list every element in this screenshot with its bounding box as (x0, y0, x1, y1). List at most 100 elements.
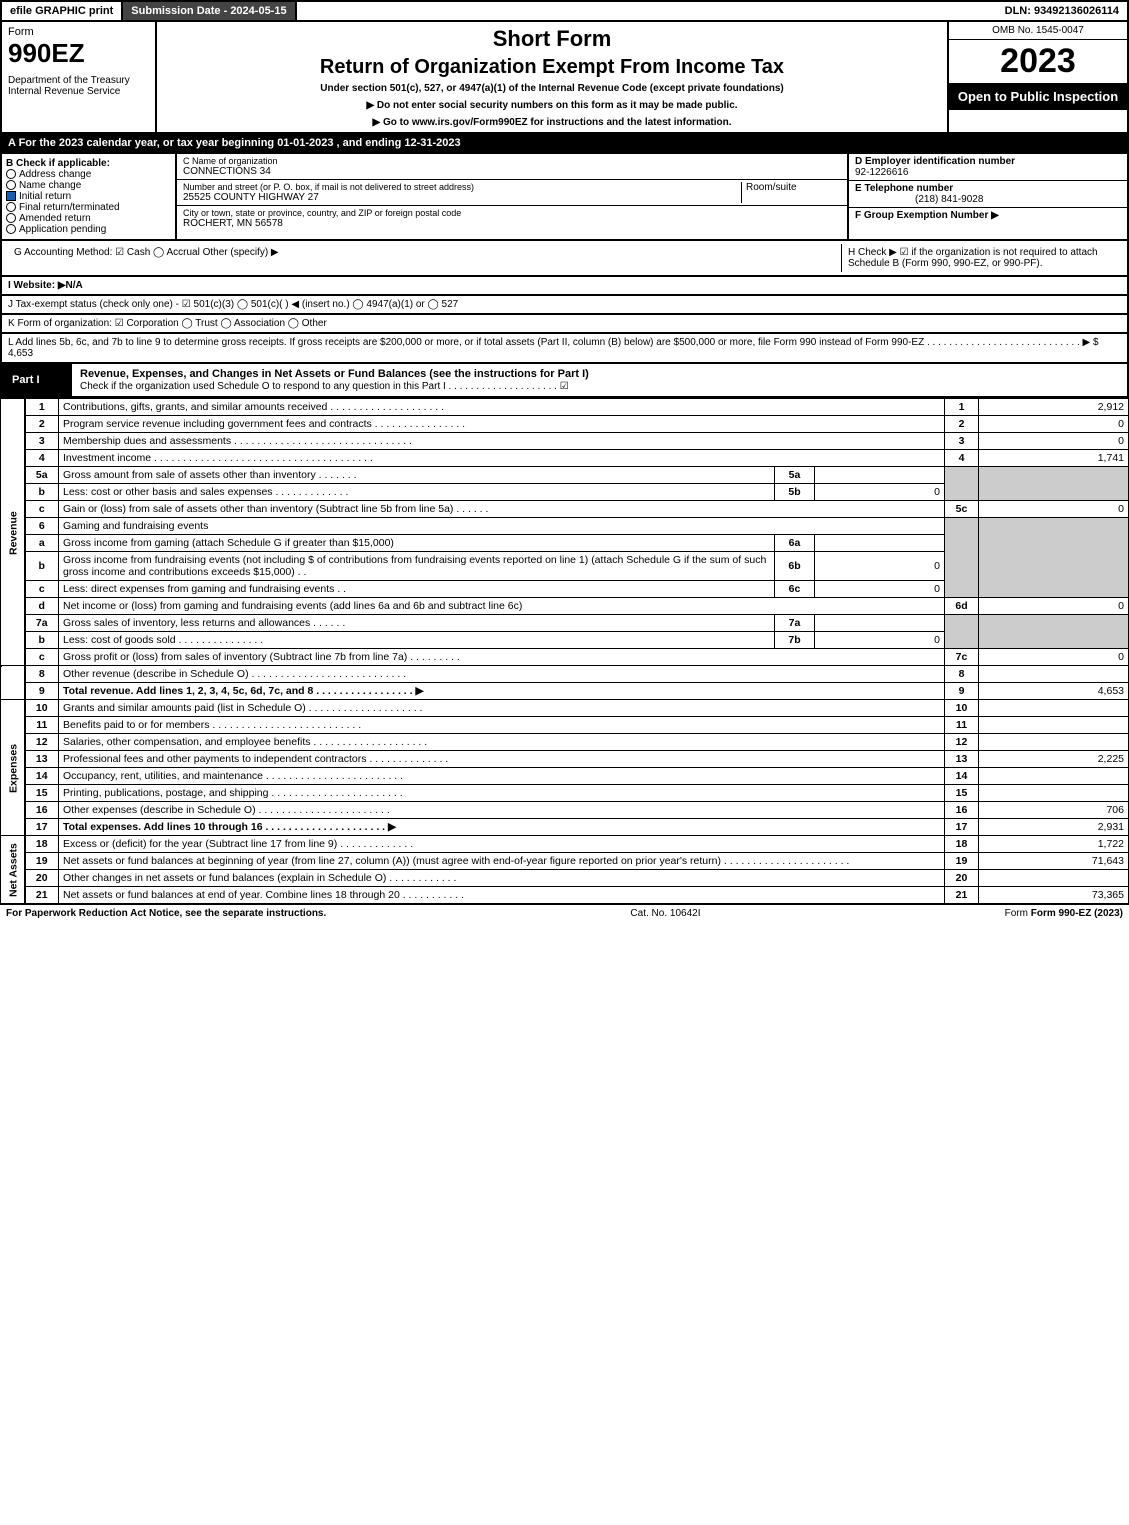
city-value: ROCHERT, MN 56578 (183, 218, 841, 229)
line-20-desc: Other changes in net assets or fund bala… (59, 870, 945, 887)
line-9-val: 4,653 (979, 683, 1129, 700)
dln-label: DLN: 93492136026114 (997, 2, 1127, 20)
line-7b-sub: 7b (775, 632, 815, 649)
section-c: C Name of organization CONNECTIONS 34 Nu… (177, 154, 847, 239)
efile-label[interactable]: efile GRAPHIC print (2, 2, 123, 20)
line-19-val: 71,643 (979, 853, 1129, 870)
line-16-val: 706 (979, 802, 1129, 819)
top-bar: efile GRAPHIC print Submission Date - 20… (0, 0, 1129, 22)
app-pending-checkbox[interactable] (6, 224, 16, 234)
line-14-desc: Occupancy, rent, utilities, and maintena… (59, 768, 945, 785)
omb-number: OMB No. 1545-0047 (949, 22, 1127, 40)
line-5b-desc: Less: cost or other basis and sales expe… (59, 484, 775, 501)
room-suite-label: Room/suite (741, 182, 841, 203)
netassets-side-label: Net Assets (1, 836, 25, 904)
street-label: Number and street (or P. O. box, if mail… (183, 182, 741, 192)
line-7c-desc: Gross profit or (loss) from sales of inv… (59, 649, 945, 666)
line-1-val: 2,912 (979, 399, 1129, 416)
line-19-desc: Net assets or fund balances at beginning… (59, 853, 945, 870)
line-2-val: 0 (979, 416, 1129, 433)
section-l: L Add lines 5b, 6c, and 7b to line 9 to … (0, 334, 1129, 364)
line-17-val: 2,931 (979, 819, 1129, 836)
line-5b-subval: 0 (815, 484, 945, 501)
line-7a-sub: 7a (775, 615, 815, 632)
line-6d-desc: Net income or (loss) from gaming and fun… (59, 598, 945, 615)
part-1-label: Part I (2, 364, 72, 396)
line-6-desc: Gaming and fundraising events (59, 518, 945, 535)
line-6c-desc: Less: direct expenses from gaming and fu… (59, 581, 775, 598)
header-center: Short Form Return of Organization Exempt… (157, 22, 947, 132)
footer-left: For Paperwork Reduction Act Notice, see … (6, 908, 326, 919)
line-9-desc: Total revenue. Add lines 1, 2, 3, 4, 5c,… (59, 683, 945, 700)
line-10-desc: Grants and similar amounts paid (list in… (59, 700, 945, 717)
open-public-label: Open to Public Inspection (949, 83, 1127, 110)
revenue-expense-table: Revenue 1 Contributions, gifts, grants, … (0, 398, 1129, 904)
line-1-num: 1 (25, 399, 59, 416)
line-6a-sub: 6a (775, 535, 815, 552)
name-change-checkbox[interactable] (6, 180, 16, 190)
line-20-val (979, 870, 1129, 887)
ein-label: D Employer identification number (855, 156, 1015, 167)
line-11-desc: Benefits paid to or for members . . . . … (59, 717, 945, 734)
line-6d-val: 0 (979, 598, 1129, 615)
section-gh: G Accounting Method: ☑ Cash ◯ Accrual Ot… (0, 241, 1129, 277)
street-value: 25525 COUNTY HIGHWAY 27 (183, 192, 741, 203)
line-13-desc: Professional fees and other payments to … (59, 751, 945, 768)
part-1-title: Revenue, Expenses, and Changes in Net As… (80, 368, 589, 380)
line-5a-sub: 5a (775, 467, 815, 484)
initial-return-checkbox[interactable] (6, 191, 16, 201)
line-11-val (979, 717, 1129, 734)
line-14-val (979, 768, 1129, 785)
line-18-desc: Excess or (deficit) for the year (Subtra… (59, 836, 945, 853)
city-label: City or town, state or province, country… (183, 208, 841, 218)
org-name-label: C Name of organization (183, 156, 841, 166)
part-1-desc: Revenue, Expenses, and Changes in Net As… (72, 364, 1127, 396)
line-7b-desc: Less: cost of goods sold . . . . . . . .… (59, 632, 775, 649)
line-1-rnum: 1 (945, 399, 979, 416)
line-10-val (979, 700, 1129, 717)
line-15-desc: Printing, publications, postage, and shi… (59, 785, 945, 802)
return-title: Return of Organization Exempt From Incom… (167, 56, 937, 79)
header-left: Form 990EZ Department of the Treasury In… (2, 22, 157, 132)
submission-date: Submission Date - 2024-05-15 (123, 2, 296, 20)
department-label: Department of the Treasury Internal Reve… (8, 75, 149, 97)
line-7a-desc: Gross sales of inventory, less returns a… (59, 615, 775, 632)
line-8-val (979, 666, 1129, 683)
line-12-val (979, 734, 1129, 751)
final-return-checkbox[interactable] (6, 202, 16, 212)
section-i: I Website: ▶N/A (0, 277, 1129, 296)
amended-return-label: Amended return (19, 213, 91, 224)
line-16-desc: Other expenses (describe in Schedule O) … (59, 802, 945, 819)
app-pending-label: Application pending (19, 224, 106, 235)
instruction-2[interactable]: ▶ Go to www.irs.gov/Form990EZ for instru… (167, 117, 937, 128)
section-b: B Check if applicable: Address change Na… (2, 154, 177, 239)
form-label: Form (8, 26, 149, 38)
group-exemption-label: F Group Exemption Number ▶ (855, 210, 999, 221)
line-21-val: 73,365 (979, 887, 1129, 904)
line-12-desc: Salaries, other compensation, and employ… (59, 734, 945, 751)
revenue-side-label: Revenue (1, 399, 25, 666)
line-7a-subval (815, 615, 945, 632)
under-section: Under section 501(c), 527, or 4947(a)(1)… (167, 83, 937, 94)
short-form-title: Short Form (167, 26, 937, 52)
section-a-tax-year: A For the 2023 calendar year, or tax yea… (0, 134, 1129, 154)
line-3-desc: Membership dues and assessments . . . . … (59, 433, 945, 450)
tax-year: 2023 (949, 40, 1127, 83)
line-8-desc: Other revenue (describe in Schedule O) .… (59, 666, 945, 683)
section-g: G Accounting Method: ☑ Cash ◯ Accrual Ot… (8, 244, 841, 272)
footer-right: Form Form 990-EZ (2023) (1005, 908, 1123, 919)
section-k: K Form of organization: ☑ Corporation ◯ … (0, 315, 1129, 334)
section-def: D Employer identification number 92-1226… (847, 154, 1127, 239)
line-5c-desc: Gain or (loss) from sale of assets other… (59, 501, 945, 518)
org-name: CONNECTIONS 34 (183, 166, 841, 177)
amended-return-checkbox[interactable] (6, 213, 16, 223)
section-h: H Check ▶ ☑ if the organization is not r… (841, 244, 1121, 272)
line-7c-val: 0 (979, 649, 1129, 666)
section-j: J Tax-exempt status (check only one) - ☑… (0, 296, 1129, 315)
part-1-subtitle: Check if the organization used Schedule … (80, 381, 569, 392)
line-6b-desc: Gross income from fundraising events (no… (59, 552, 775, 581)
line-6b-subval: 0 (815, 552, 945, 581)
line-6a-desc: Gross income from gaming (attach Schedul… (59, 535, 775, 552)
phone-value: (218) 841-9028 (855, 194, 983, 205)
addr-change-checkbox[interactable] (6, 169, 16, 179)
